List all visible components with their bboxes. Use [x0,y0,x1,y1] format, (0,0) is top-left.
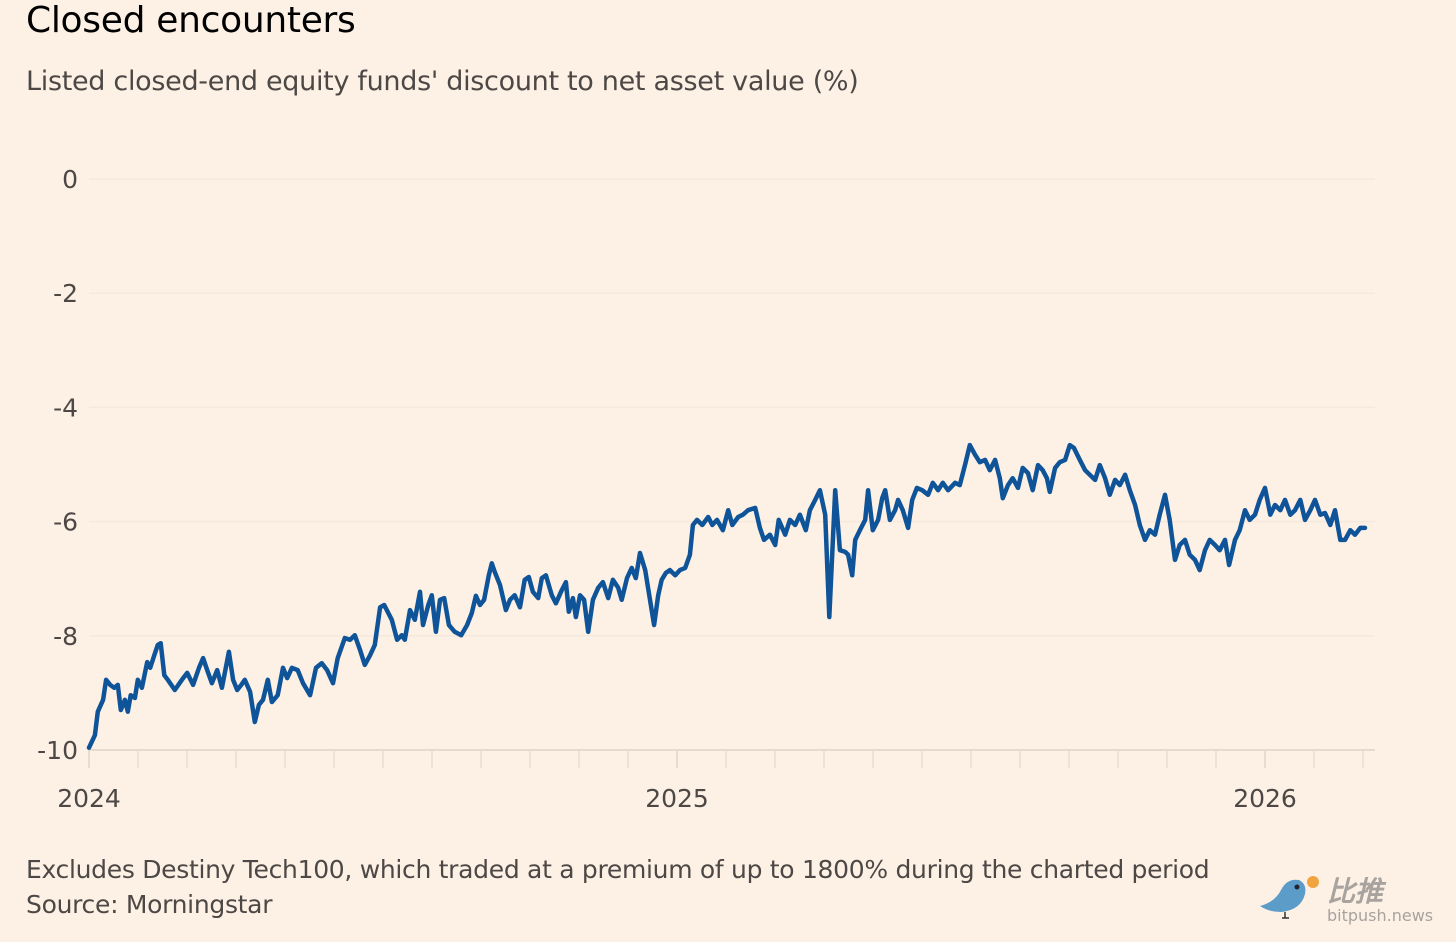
x-tick-label: 2025 [645,784,709,813]
y-tick-label: 0 [62,165,78,194]
chart-note: Excludes Destiny Tech100, which traded a… [26,855,1210,884]
watermark-en: bitpush.news [1327,906,1434,925]
y-tick-label: -10 [37,736,78,765]
x-tick-label: 2026 [1233,784,1297,813]
series-line [86,442,1368,750]
y-tick-label: -6 [53,508,78,537]
bird-icon [1260,876,1319,919]
watermark-logo: 比推 bitpush.news [1255,870,1445,930]
chart-subtitle: Listed closed-end equity funds' discount… [26,66,859,97]
chart-source: Source: Morningstar [26,890,273,919]
chart-title: Closed encounters [26,0,356,41]
x-tick-label: 2024 [57,784,121,813]
y-tick-label: -4 [53,393,78,422]
y-tick-label: -8 [53,622,78,651]
watermark-cn: 比推 [1327,875,1384,908]
y-tick-label: -2 [53,279,78,308]
